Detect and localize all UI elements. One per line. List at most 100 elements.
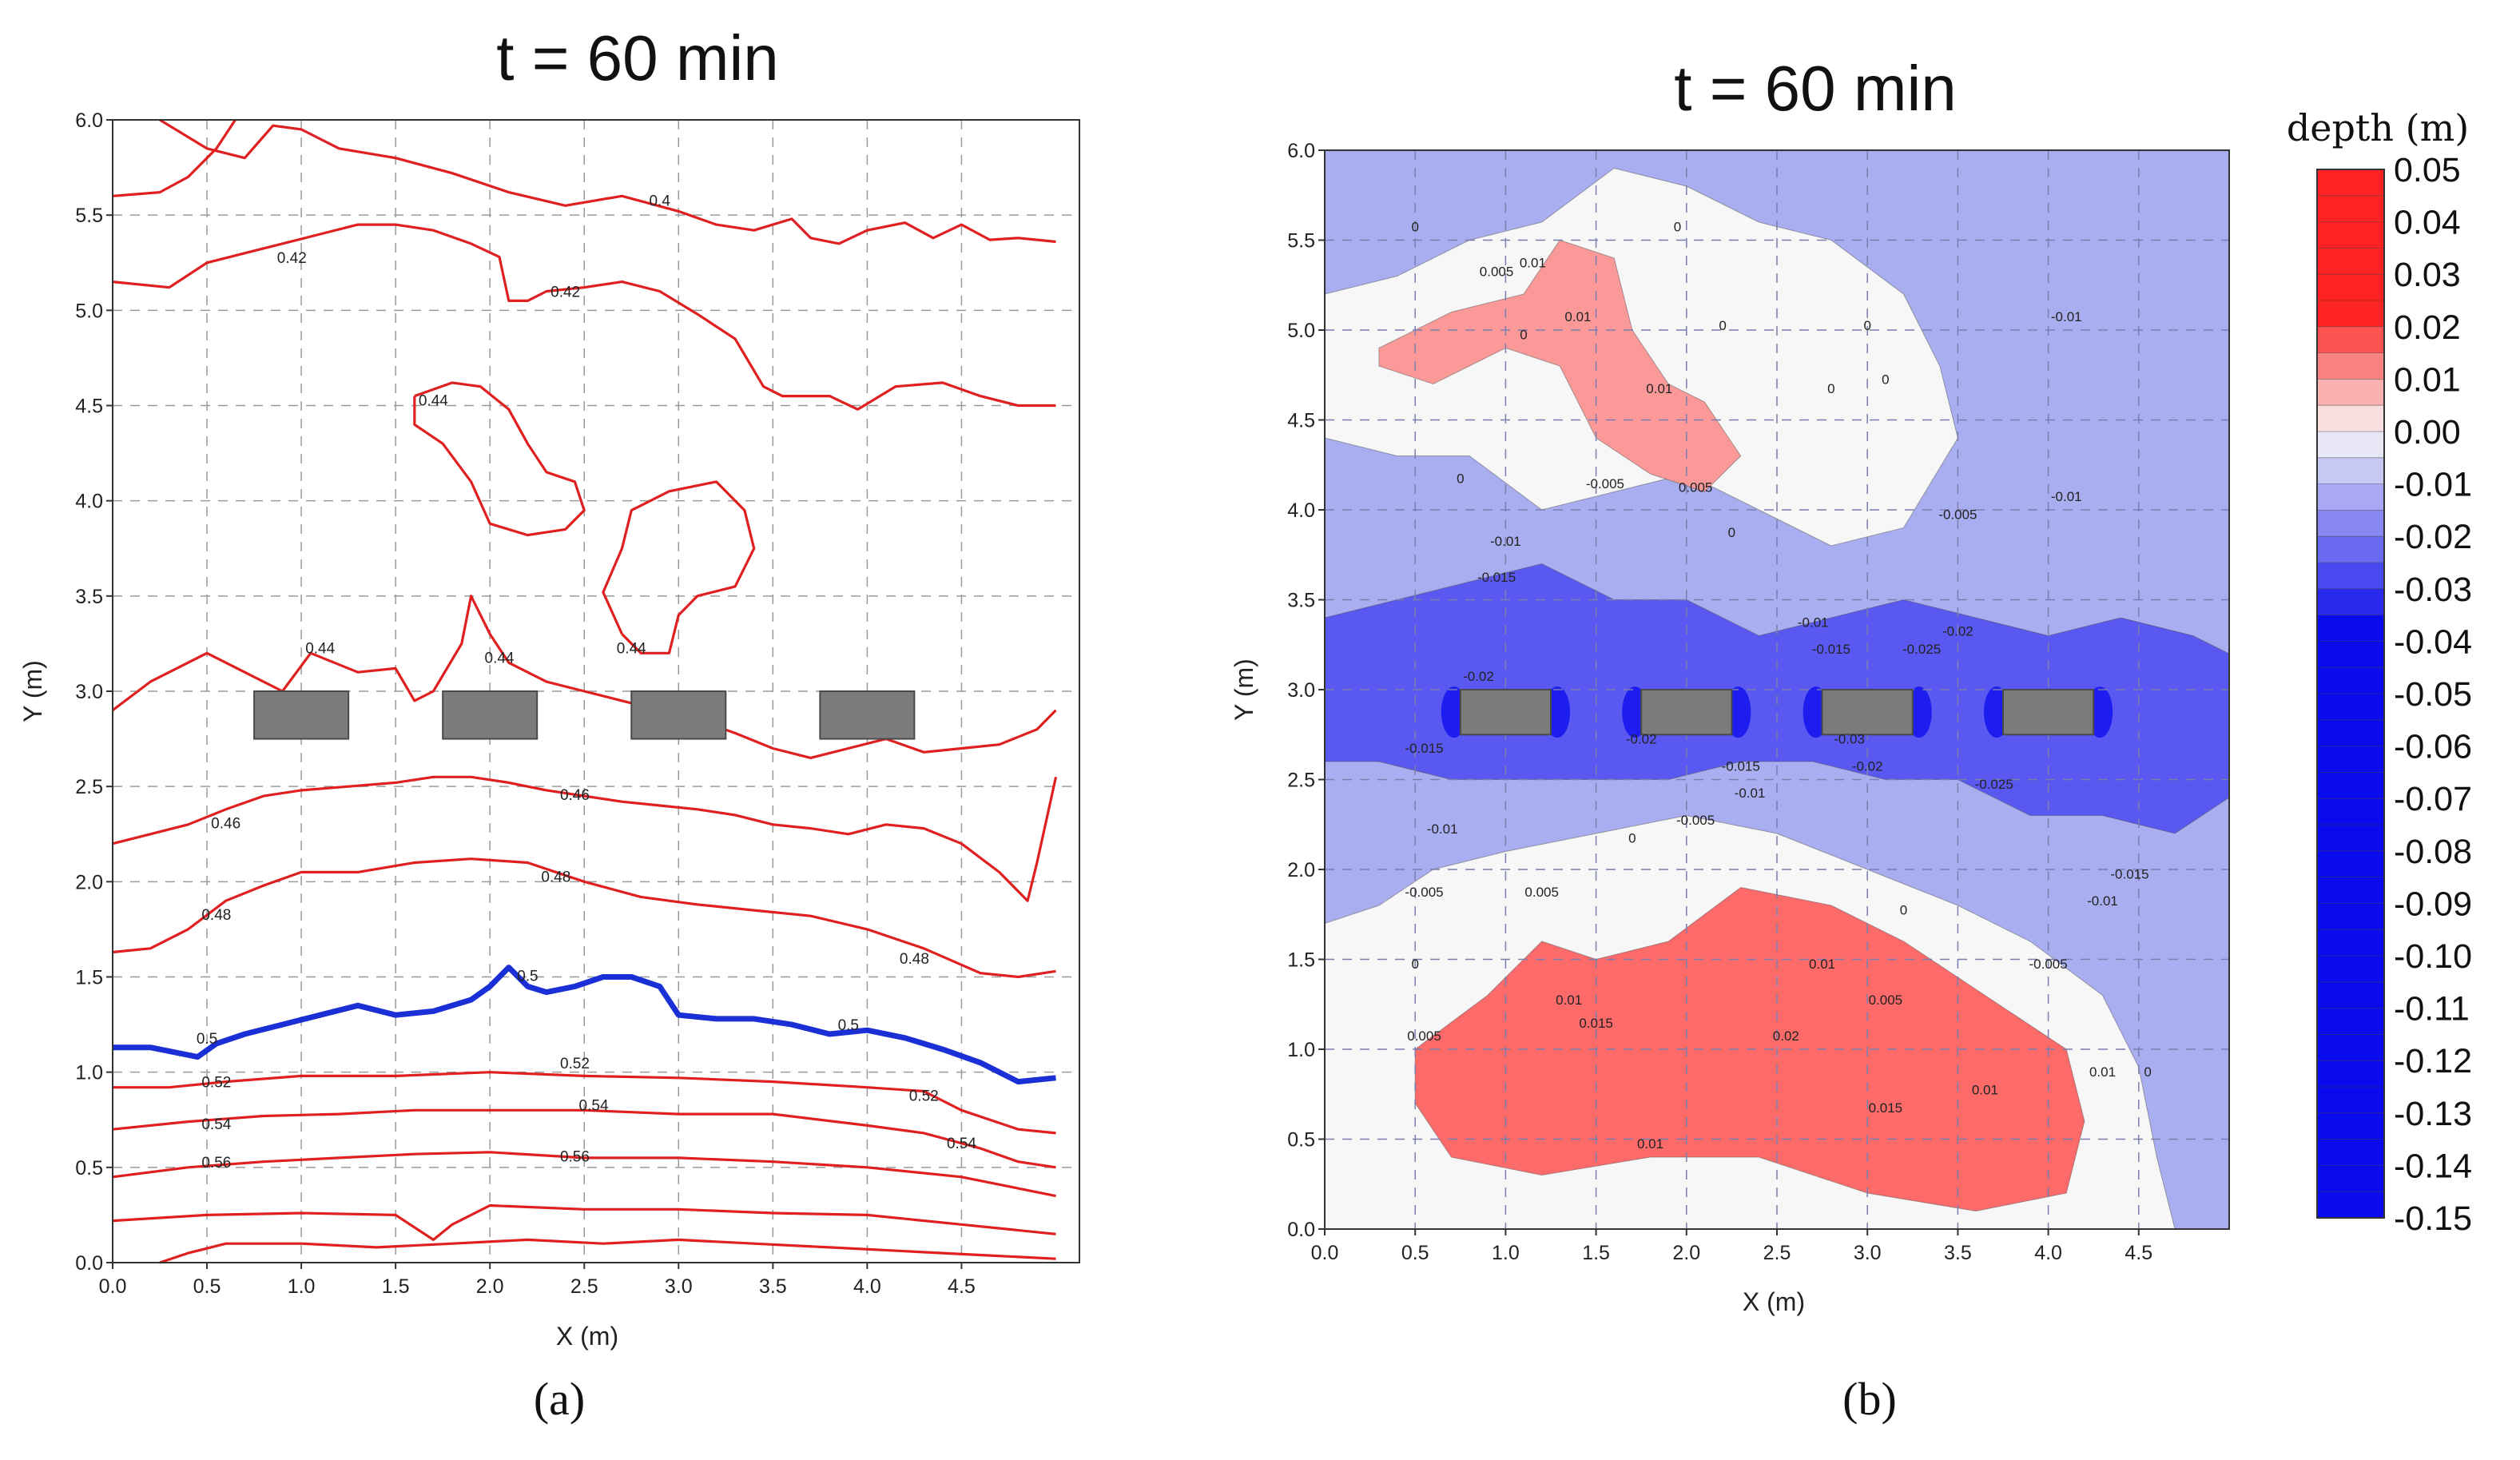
contour-label: 0.015 [1869,1100,1903,1116]
contour-label: -0.02 [1942,624,1973,639]
contour-label: 0 [1728,525,1735,540]
panel-a-xlabel: X (m) [556,1322,618,1351]
y-tick-label: 2.0 [75,871,103,893]
x-tick-label: 1.0 [1492,1242,1520,1264]
colorbar-tick-label: 0.03 [2394,256,2461,294]
colorbar-band [2317,1060,2384,1088]
contour-label: -0.01 [2051,309,2082,324]
y-tick-label: 1.5 [75,967,103,989]
contour-label: -0.015 [1812,642,1850,657]
colorbar-band [2317,798,2384,825]
contour-label: 0.4 [649,193,670,209]
contour-label: -0.015 [1722,758,1760,774]
panel-b: t = 60 min 0 0.005 0.01 0 0 0.01 0 0 0.01 0 0 -0.01… [1230,53,2472,1425]
colorbar-band [2317,850,2384,878]
contour-line [112,119,236,197]
contour-label: 0.54 [947,1136,976,1152]
panel-b-ylabel: Y (m) [1230,658,1258,721]
contour-label: -0.005 [1938,507,1977,522]
colorbar-band [2317,1087,2384,1114]
colorbar-band [2317,615,2384,642]
contour-label: 0.005 [1480,265,1514,280]
panel-b-ticks: 0.0 0.5 1.0 1.5 2.0 2.5 3.0 3.5 4.0 4.5 0.0 0.5 1.0 1… [1287,140,2152,1264]
contour-label: 0.015 [1579,1016,1613,1031]
x-tick-label: 4.0 [853,1275,881,1298]
x-tick-label: 2.0 [476,1275,504,1298]
colorbar-band [2317,169,2384,197]
y-tick-label: 6.0 [75,109,103,132]
contour-label: 0.52 [560,1056,590,1072]
colorbar-band [2317,352,2384,380]
y-tick-label: 2.5 [75,776,103,798]
x-tick-label: 1.0 [288,1275,316,1298]
colorbar-band [2317,877,2384,904]
contour-line [112,857,1056,979]
colorbar-band [2317,694,2384,721]
contour-label: 0 [1863,318,1870,333]
panel-a-contours [112,118,1058,1264]
contour-label: 0.44 [485,650,515,666]
contour-label: 0.46 [560,787,590,804]
x-tick-label: 0.5 [193,1275,221,1298]
colorbar-band [2317,1034,2384,1061]
contour-label: 0.01 [1972,1082,1998,1097]
obstacle-block [253,690,350,740]
colorbar-band [2317,563,2384,590]
colorbar-band [2317,300,2384,328]
colorbar-tick-label: -0.11 [2394,990,2470,1028]
contour-label: 0.005 [1407,1028,1441,1044]
colorbar-tick-label: -0.02 [2394,518,2472,556]
y-tick-label: 5.5 [1287,230,1315,253]
contour-label: -0.03 [1834,732,1865,747]
obstacle-block [1640,689,1733,736]
colorbar-band [2317,379,2384,406]
contour-label: 0.44 [419,393,448,410]
x-tick-label: 3.5 [759,1275,787,1298]
contour-label: 0.46 [211,816,240,833]
x-tick-label: 2.5 [1763,1242,1791,1264]
contour-line-highlight [113,965,1056,1085]
y-tick-label: 6.0 [1287,140,1315,162]
x-tick-label: 0.0 [1311,1242,1339,1264]
colorbar-band [2317,929,2384,957]
x-tick-label: 2.0 [1672,1242,1700,1264]
panel-b-label: (b) [1842,1373,1897,1425]
colorbar-band [2317,536,2384,563]
colorbar-band [2317,432,2384,459]
contour-label: 0.54 [201,1116,231,1133]
x-tick-label: 3.0 [1854,1242,1882,1264]
contour-label: 0.56 [201,1155,231,1172]
colorbar-tick-label: -0.03 [2394,571,2472,609]
colorbar-tick-label: -0.13 [2394,1095,2472,1133]
contour-line [413,381,586,537]
obstacle-block [2002,689,2095,736]
colorbar-band [2317,981,2384,1009]
colorbar-tick-label: -0.05 [2394,675,2472,714]
colorbar-tick-label: -0.01 [2394,466,2472,504]
contour-label: 0.01 [1646,381,1672,396]
contour-label: -0.01 [1735,786,1766,801]
colorbar-band [2317,825,2384,852]
panel-b-contour-labels: 0 0.005 0.01 0 0 0.01 0 0 0.01 0 0 -0.01 0 -0.005 0.00… [1405,219,2151,1152]
colorbar-band [2317,457,2384,485]
colorbar-band [2317,903,2384,930]
contour-label: 0.01 [2089,1064,2116,1080]
y-tick-label: 5.5 [75,205,103,227]
x-tick-label: 1.5 [382,1275,410,1298]
contour-label: 0.5 [197,1031,217,1048]
contour-label: -0.01 [2087,893,2118,909]
y-tick-label: 4.5 [75,396,103,418]
y-tick-label: 0.5 [75,1157,103,1180]
colorbar-tick-label: -0.14 [2394,1147,2472,1185]
colorbar-tick-label: -0.08 [2394,833,2472,871]
contour-label: 0 [2144,1064,2151,1080]
panel-a-title: t = 60 min [496,22,779,93]
contour-line [112,223,1056,411]
contour-label: 0 [1900,902,1907,917]
contour-label: 0.52 [909,1088,939,1104]
contour-label: 0.52 [201,1075,231,1092]
contour-label: 0.44 [617,640,646,657]
contour-label: 0.005 [1869,993,1903,1008]
colorbar-band [2317,483,2384,511]
